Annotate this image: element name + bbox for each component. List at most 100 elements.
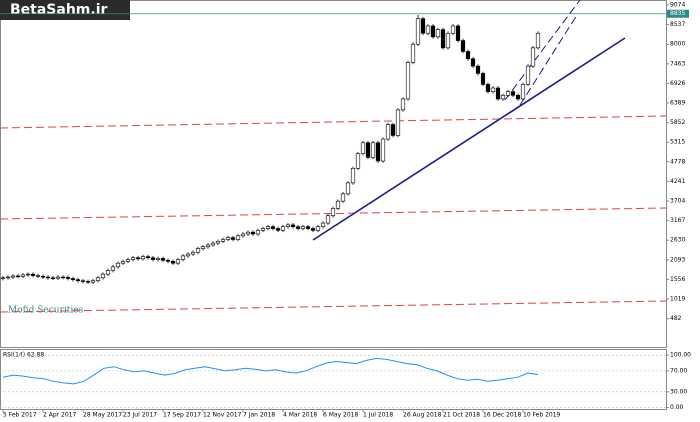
logo-box	[0, 0, 130, 20]
candle-body	[425, 25, 431, 34]
x-tick-label: 1 Jul 2018	[363, 412, 393, 419]
candle-body	[185, 253, 191, 257]
x-tick-label: 10 Feb 2019	[523, 412, 561, 419]
candle-body	[235, 235, 241, 240]
candle-body	[340, 193, 346, 202]
candle-body	[515, 94, 521, 100]
y-tick-label: 70.00	[670, 367, 687, 374]
candle-body	[255, 230, 261, 235]
y-tick-label: 4778	[670, 158, 685, 165]
candle-body	[70, 278, 76, 280]
x-tick-label: 7 Jan 2018	[243, 412, 275, 419]
candle-body	[280, 226, 286, 231]
x-tick-label: 12 Nov 2017	[203, 412, 242, 419]
candle-body	[225, 237, 231, 240]
candle-body	[250, 231, 256, 235]
y-tick-label: 5315	[670, 139, 685, 146]
candle-body	[440, 29, 446, 49]
candle-body	[475, 65, 481, 74]
candle-body	[530, 47, 536, 67]
candle-body	[155, 258, 161, 260]
candle-body	[230, 237, 236, 240]
candle-body	[115, 262, 121, 268]
candle-body	[415, 18, 421, 45]
candle-body	[85, 281, 91, 283]
candle-body	[260, 228, 266, 231]
candle-body	[495, 87, 501, 100]
x-tick-label: 4 Mar 2018	[283, 412, 317, 419]
candle-body	[370, 142, 376, 158]
y-tick-label: 2093	[670, 256, 685, 263]
candle-body	[500, 94, 506, 100]
candle-body	[505, 91, 511, 96]
candle-body	[80, 280, 86, 282]
rsi-line	[2, 357, 539, 385]
candle-body	[390, 124, 396, 136]
rsi-frame	[0, 349, 667, 410]
candle-body	[290, 224, 296, 227]
support-level	[0, 115, 667, 129]
x-tick-label: 21 Oct 2018	[443, 412, 480, 419]
y-tick-label: 6389	[670, 100, 685, 107]
y-tick-label: 100.00	[670, 352, 691, 359]
candle-body	[315, 226, 321, 231]
candle-body	[400, 98, 406, 111]
candle-body	[135, 257, 141, 260]
y-tick-label: 1019	[670, 296, 685, 303]
support-level	[0, 207, 667, 220]
y-tick-label: 5852	[670, 119, 685, 126]
y-tick-label: 2630	[670, 237, 685, 244]
candle-body	[395, 109, 401, 136]
x-tick-label: 5 Feb 2017	[3, 412, 37, 419]
candle-body	[190, 251, 196, 255]
candle-body	[490, 87, 496, 92]
candle-body	[245, 231, 251, 235]
candle-body	[265, 226, 271, 229]
candle-body	[15, 275, 21, 278]
x-tick-label: 17 Sep 2017	[163, 412, 201, 419]
y-tick-label: 3704	[670, 198, 685, 205]
candle-body	[480, 73, 486, 85]
y-tick-label: 0.00	[670, 404, 684, 411]
candle-body	[455, 25, 461, 41]
candle-body	[405, 62, 411, 100]
candle-body	[75, 279, 81, 282]
candle-body	[375, 142, 381, 162]
candle-body	[100, 273, 106, 279]
x-tick-label: 6 May 2018	[323, 412, 358, 419]
x-tick-label: 16 Dec 2018	[483, 412, 522, 419]
candle-body	[435, 29, 441, 38]
x-tick-label: 2 Apr 2017	[43, 412, 76, 419]
candle-body	[130, 257, 136, 260]
candle-body	[450, 25, 456, 34]
y-tick-label: 8537	[670, 21, 685, 28]
x-tick-label: 26 Aug 2018	[403, 412, 442, 419]
candle-body	[110, 266, 116, 271]
candle-body	[465, 51, 471, 60]
channel-line	[519, 14, 578, 106]
candle-body	[445, 32, 451, 49]
candle-body	[150, 257, 156, 260]
last-price-label: 8835	[670, 10, 685, 17]
y-tick-label: 482	[670, 315, 682, 322]
candle-body	[165, 259, 171, 262]
candle-body	[50, 277, 56, 279]
trend-line	[312, 37, 626, 241]
candle-body	[200, 246, 206, 249]
candle-body	[430, 25, 436, 38]
channel-line	[504, 0, 581, 101]
support-level	[0, 300, 667, 313]
candle-body	[95, 277, 101, 282]
candle-body	[195, 248, 201, 253]
y-tick-label: 8000	[670, 41, 685, 48]
y-tick-label: 4241	[670, 178, 685, 185]
candle-body	[325, 215, 331, 224]
candle-body	[10, 275, 16, 278]
candle-body	[5, 276, 11, 279]
candle-body	[275, 228, 281, 231]
price-frame	[0, 0, 667, 348]
candle-body	[510, 91, 516, 96]
candle-body	[125, 259, 131, 262]
